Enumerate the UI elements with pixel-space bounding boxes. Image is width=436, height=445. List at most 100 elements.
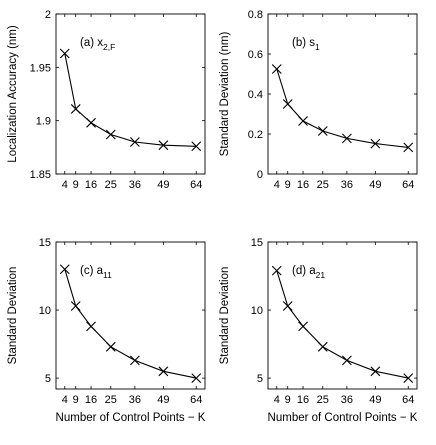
subplot-c: 4 9 16 25 36 49 64 5 10 15 Standard Deviation Numbe… bbox=[7, 237, 206, 424]
x-tick-label: 64 bbox=[190, 179, 202, 191]
data-point-marker bbox=[271, 265, 282, 276]
data-point-marker bbox=[271, 64, 282, 74]
data-point-marker bbox=[298, 321, 308, 332]
x-tick-label: 25 bbox=[317, 394, 329, 406]
x-tick-label: 64 bbox=[402, 394, 414, 406]
data-point-marker bbox=[403, 142, 414, 153]
annotation-subscript: 21 bbox=[316, 270, 326, 280]
x-tick-label: 49 bbox=[369, 394, 381, 406]
axes-frame bbox=[55, 13, 206, 175]
y-tick-label: 0.6 bbox=[248, 49, 263, 61]
y-tick-label: 0 bbox=[257, 169, 263, 181]
y-tick-label: 10 bbox=[251, 305, 263, 317]
data-point-marker bbox=[370, 138, 381, 149]
data-point-marker bbox=[70, 104, 81, 114]
series-line bbox=[64, 53, 197, 147]
x-tick-label: 49 bbox=[157, 394, 169, 406]
data-point-marker bbox=[105, 341, 116, 352]
subplot-a: 4 9 16 25 36 49 64 1.85 1.9 1.95 2 Localization Acc… bbox=[7, 9, 206, 191]
panel-annotation: (d) a21 bbox=[292, 265, 325, 280]
x-tick-label: 4 bbox=[274, 394, 280, 406]
annotation-base: (a) x bbox=[80, 37, 103, 49]
x-tick-label: 36 bbox=[129, 394, 141, 406]
x-tick-label: 9 bbox=[73, 394, 79, 406]
data-point-marker bbox=[191, 141, 202, 152]
annotation-base: (d) a bbox=[292, 265, 316, 277]
x-tick-label: 36 bbox=[341, 394, 353, 406]
y-tick-label: 0.4 bbox=[248, 89, 263, 101]
x-tick-label: 16 bbox=[297, 394, 309, 406]
data-point-marker bbox=[86, 117, 96, 128]
y-axis-label: Standard Deviation bbox=[219, 267, 231, 365]
annotation-base: (b) s bbox=[292, 37, 315, 49]
y-tick-label: 15 bbox=[251, 237, 263, 249]
x-tick-label: 16 bbox=[85, 394, 97, 406]
data-point-marker bbox=[59, 264, 70, 275]
annotation-subscript: 11 bbox=[103, 270, 112, 280]
x-tick-label: 64 bbox=[190, 394, 202, 406]
x-tick-label: 25 bbox=[105, 394, 117, 406]
data-point-marker bbox=[341, 355, 352, 366]
x-tick-label: 64 bbox=[402, 179, 414, 191]
data-point-marker bbox=[86, 321, 96, 332]
y-tick-label: 0.2 bbox=[248, 129, 263, 141]
x-tick-label: 36 bbox=[341, 179, 353, 191]
y-tick-label: 5 bbox=[257, 373, 263, 385]
x-axis-label: Number of Control Points − K bbox=[268, 412, 418, 424]
y-axis-label: Standard Deviation (nm) bbox=[219, 32, 231, 157]
annotation-subscript: 2,F bbox=[103, 42, 115, 52]
data-point-marker bbox=[158, 140, 169, 151]
data-point-marker bbox=[282, 301, 293, 311]
series-line bbox=[64, 269, 197, 379]
data-point-marker bbox=[403, 373, 414, 384]
data-point-marker bbox=[105, 129, 116, 140]
y-tick-label: 1.9 bbox=[36, 116, 51, 128]
data-point-marker bbox=[191, 373, 202, 384]
x-tick-label: 25 bbox=[317, 179, 329, 191]
data-point-marker bbox=[129, 355, 140, 366]
series-line bbox=[276, 270, 409, 379]
data-point-marker bbox=[317, 126, 328, 136]
axes-frame bbox=[55, 241, 206, 390]
y-tick-label: 1.85 bbox=[30, 169, 51, 181]
data-point-marker bbox=[341, 133, 352, 144]
x-tick-label: 16 bbox=[297, 179, 309, 191]
data-point-marker bbox=[370, 366, 381, 377]
x-tick-label: 49 bbox=[369, 179, 381, 191]
data-point-marker bbox=[298, 116, 308, 126]
x-tick-label: 49 bbox=[157, 179, 169, 191]
subplot-b: 4 9 16 25 36 49 64 0 0.2 0.4 0.6 0.8 Standard Deviat… bbox=[219, 9, 418, 191]
y-axis-label: Standard Deviation bbox=[7, 267, 19, 365]
y-tick-label: 15 bbox=[39, 237, 51, 249]
x-tick-label: 36 bbox=[129, 179, 141, 191]
annotation-base: (c) a bbox=[80, 265, 104, 277]
series-line bbox=[276, 68, 409, 148]
y-axis-label: Localization Accuracy (nm) bbox=[7, 25, 19, 163]
y-tick-label: 10 bbox=[39, 305, 51, 317]
axes-frame bbox=[267, 241, 418, 390]
panel-annotation: (c) a11 bbox=[80, 265, 112, 280]
data-point-marker bbox=[282, 99, 293, 109]
x-tick-label: 9 bbox=[73, 179, 79, 191]
data-point-marker bbox=[317, 341, 328, 352]
x-tick-label: 25 bbox=[105, 179, 117, 191]
data-point-marker bbox=[70, 301, 81, 311]
x-tick-label: 9 bbox=[285, 179, 291, 191]
data-point-marker bbox=[129, 137, 140, 147]
x-tick-label: 4 bbox=[62, 394, 68, 406]
y-tick-label: 2 bbox=[45, 9, 51, 21]
panel-annotation: (b) s1 bbox=[292, 37, 320, 52]
y-tick-label: 5 bbox=[45, 373, 51, 385]
x-tick-label: 9 bbox=[285, 394, 291, 406]
y-tick-label: 0.8 bbox=[248, 9, 263, 21]
panel-annotation: (a) x2,F bbox=[80, 37, 115, 52]
annotation-subscript: 1 bbox=[315, 42, 320, 52]
x-axis-label: Number of Control Points − K bbox=[56, 412, 206, 424]
x-tick-label: 16 bbox=[85, 179, 97, 191]
subplot-d: 4 9 16 25 36 49 64 5 10 15 Standard Deviation Numbe… bbox=[219, 237, 418, 424]
data-point-marker bbox=[59, 48, 70, 59]
data-point-marker bbox=[158, 366, 169, 377]
axes-frame bbox=[267, 13, 418, 175]
y-tick-label: 1.95 bbox=[30, 62, 51, 74]
